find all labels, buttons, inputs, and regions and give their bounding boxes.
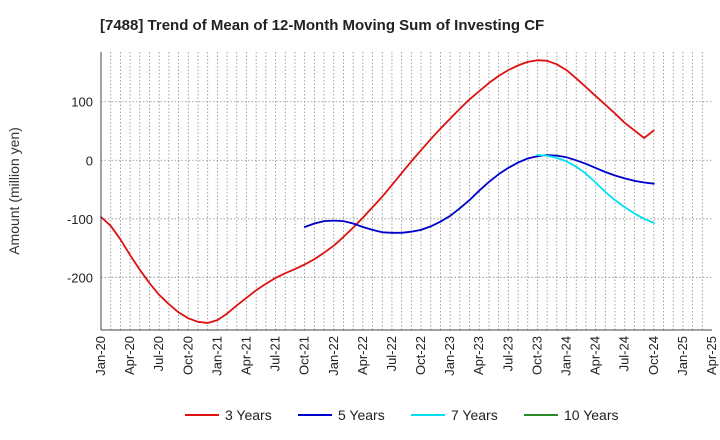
x-tick-label: Jul-21 [268,336,283,371]
x-tick-label: Jan-23 [442,336,457,376]
y-tick-label: 100 [71,95,93,110]
x-tick-label: Jul-23 [500,336,515,371]
x-tick-label: Apr-22 [355,336,370,375]
legend-label: 5 Years [338,407,385,423]
x-tick-label: Apr-20 [122,336,137,375]
legend-label: 10 Years [564,407,619,423]
series-layer [100,59,655,324]
series-line-7-years [536,154,655,224]
x-tick-label: Oct-21 [297,336,312,375]
chart-title: [7488] Trend of Mean of 12-Month Moving … [100,17,544,34]
legend-label: 7 Years [451,407,498,423]
x-tick-label: Jan-24 [559,336,574,376]
y-tick-label: -200 [67,270,93,285]
y-tick-label: 0 [86,153,93,168]
x-tick-label: Jan-25 [675,336,690,376]
x-tick-label: Jul-20 [151,336,166,371]
x-tick-label: Apr-23 [471,336,486,375]
x-tick-label: Oct-23 [529,336,544,375]
y-tick-labels: 100 0 -100 -200 [67,95,93,286]
x-tick-label: Jul-24 [617,336,632,371]
series-line-5-years [303,154,655,234]
x-tick-label: Jan-20 [93,336,108,376]
axes [100,52,712,331]
x-tick-label: Jan-21 [209,336,224,376]
plot-background [101,52,712,330]
x-tick-label: Oct-24 [646,336,661,375]
x-tick-labels: Jan-20 Apr-20 Jul-20 Oct-20 Jan-21 Apr-21 Jul-… [93,336,719,376]
legend-label: 3 Years [225,407,272,423]
y-axis-label: Amount (million yen) [6,127,22,255]
x-tick-label: Apr-21 [238,336,253,375]
x-tick-label: Jul-22 [384,336,399,371]
x-tick-label: Apr-24 [588,336,603,375]
y-tick-label: -100 [67,212,93,227]
x-tick-label: Jan-22 [326,336,341,376]
legend: 3 Years 5 Years 7 Years 10 Years [185,407,619,423]
x-tick-label: Oct-22 [413,336,428,375]
x-tick-label: Oct-20 [180,336,195,375]
plot-area [101,52,712,330]
series-line-3-years [100,59,655,324]
x-tick-label: Apr-25 [704,336,719,375]
